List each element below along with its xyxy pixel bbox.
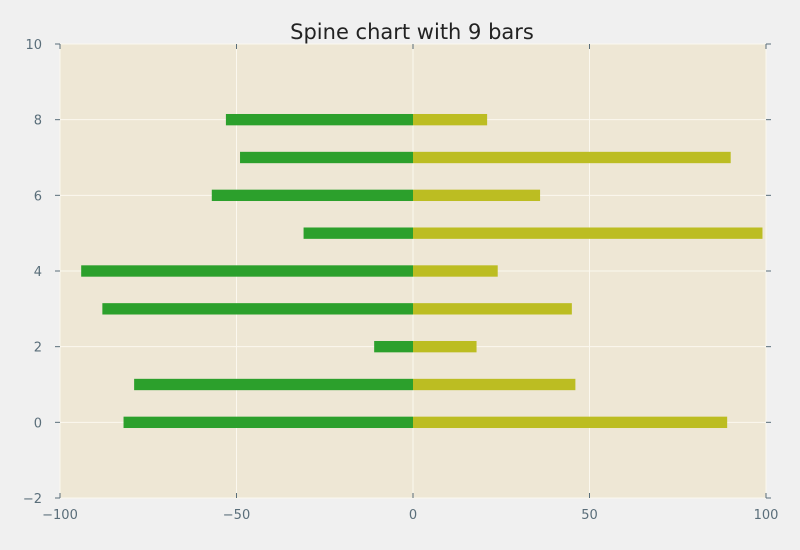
x-tick-label: −50 — [223, 508, 250, 523]
y-tick-label: 6 — [34, 189, 42, 204]
left-bar-1 — [134, 378, 413, 391]
left-bar-3 — [102, 303, 414, 315]
x-tick-label: 0 — [409, 508, 417, 523]
right-bar-3 — [413, 303, 572, 315]
right-bar-0 — [413, 416, 728, 429]
chart-title: Spine chart with 9 bars — [290, 20, 534, 44]
right-bar-7 — [413, 151, 731, 164]
left-bar-0 — [123, 416, 413, 429]
y-tick-label: 4 — [34, 265, 42, 280]
x-tick-label: 50 — [581, 508, 598, 523]
y-tick-label: 2 — [34, 341, 42, 356]
right-bar-5 — [413, 227, 763, 239]
left-bar-5 — [303, 227, 413, 239]
y-tick-label: 0 — [34, 416, 42, 431]
tick-labels: −100 −50 0 50 100 −2 0 2 4 6 8 10 — [23, 38, 779, 523]
y-tick-label: 8 — [34, 114, 42, 129]
bars — [81, 113, 763, 429]
right-bar-8 — [413, 113, 488, 126]
x-tick-label: 100 — [754, 508, 779, 523]
left-bar-6 — [211, 189, 413, 202]
y-tick-label: 10 — [25, 38, 42, 53]
x-tick-label: −100 — [42, 508, 78, 523]
right-bar-6 — [413, 189, 541, 202]
right-bar-4 — [413, 265, 498, 277]
y-tick-label: −2 — [23, 492, 42, 507]
left-bar-8 — [225, 113, 413, 126]
right-bar-1 — [413, 378, 576, 391]
axis-ticks — [55, 43, 771, 499]
right-bar-2 — [413, 340, 477, 353]
left-bar-4 — [81, 265, 414, 277]
left-bar-7 — [240, 151, 413, 164]
left-bar-2 — [374, 340, 413, 353]
